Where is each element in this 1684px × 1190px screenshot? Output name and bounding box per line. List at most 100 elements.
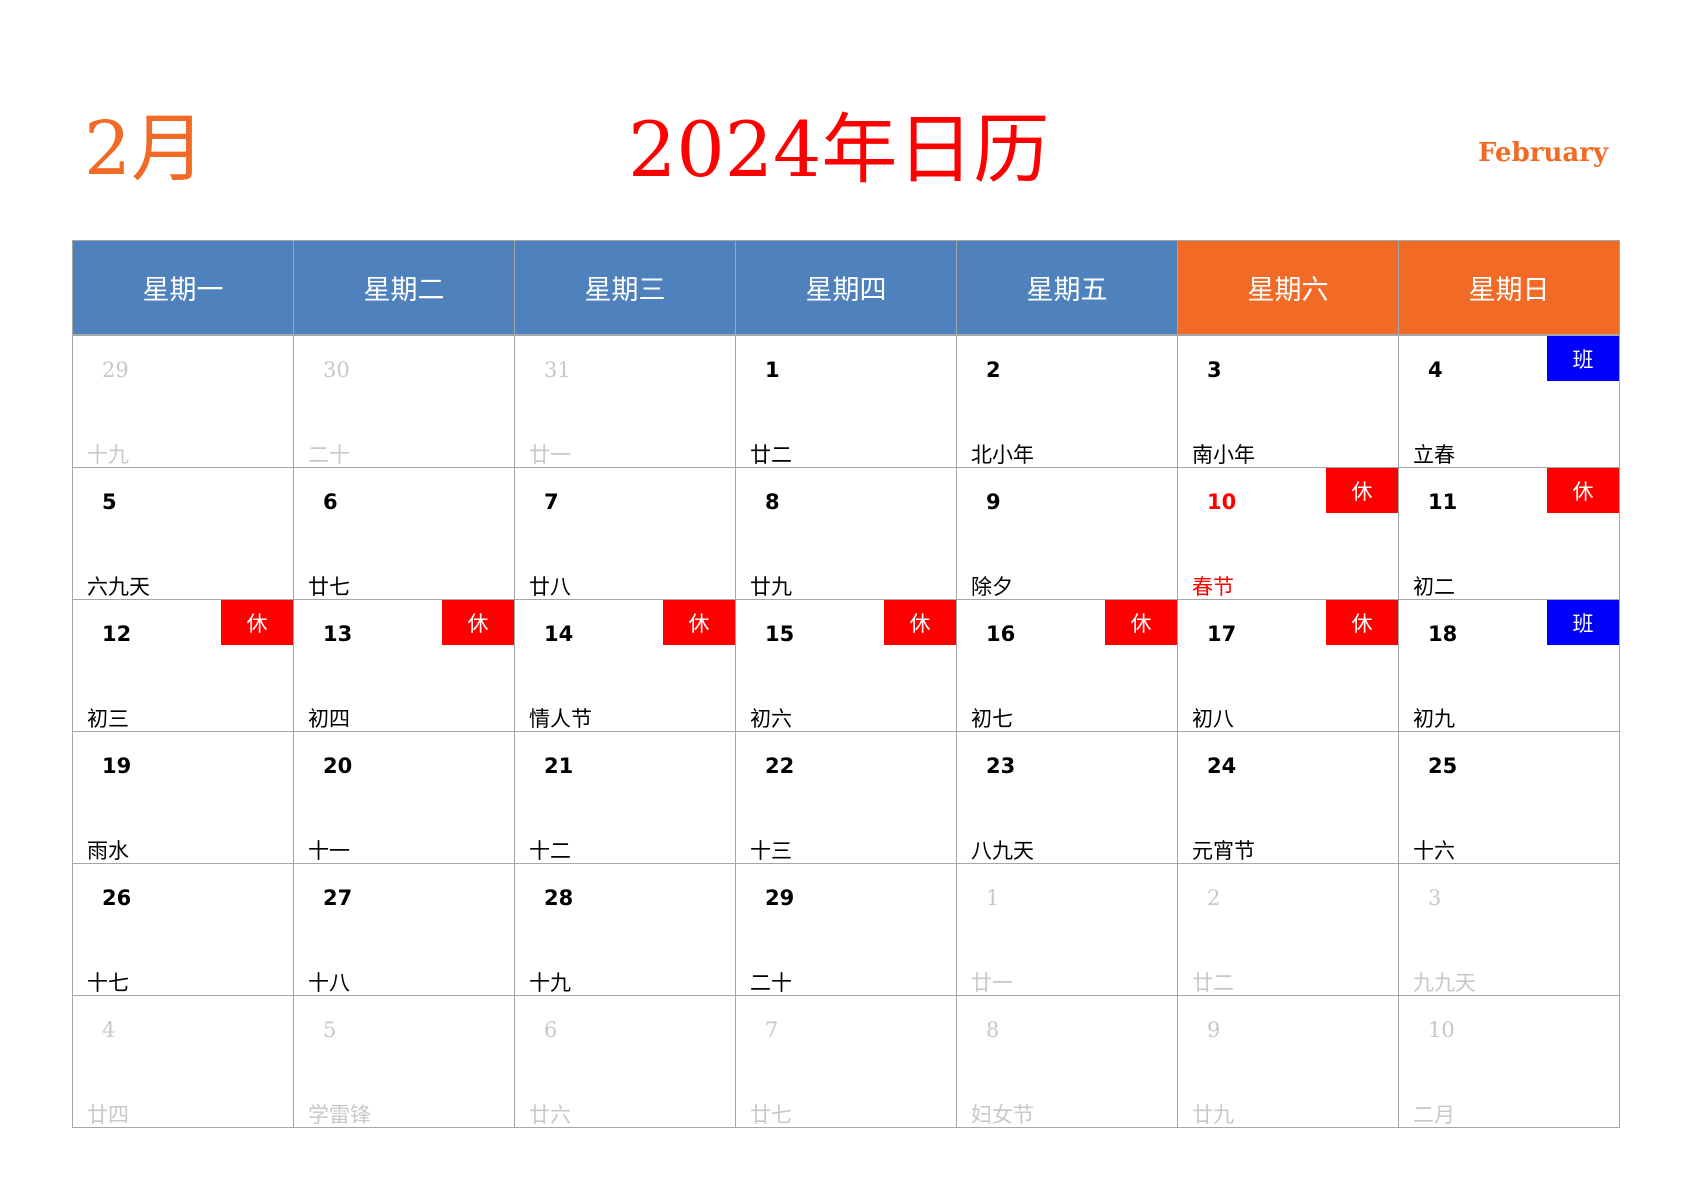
rest-day-badge: 休 — [1326, 600, 1398, 645]
day-cell[interactable]: 15 初六 休 — [736, 600, 957, 732]
day-cell[interactable]: 10 二月 — [1399, 996, 1620, 1128]
lunar-date: 学雷锋 — [308, 1102, 371, 1127]
day-cell[interactable]: 23 八九天 — [957, 732, 1178, 864]
lunar-date: 廿二 — [1192, 970, 1234, 995]
day-cell[interactable]: 17 初八 休 — [1178, 600, 1399, 732]
day-number: 9 — [986, 490, 1001, 514]
lunar-date: 廿九 — [1192, 1102, 1234, 1127]
day-cell[interactable]: 2 北小年 — [957, 336, 1178, 468]
weekday-header-3: 星期三 — [515, 241, 736, 336]
day-cell[interactable]: 22 十三 — [736, 732, 957, 864]
day-cell[interactable]: 27 十八 — [294, 864, 515, 996]
lunar-date: 初四 — [308, 706, 350, 731]
day-cell[interactable]: 9 廿九 — [1178, 996, 1399, 1128]
day-cell[interactable]: 2 廿二 — [1178, 864, 1399, 996]
day-cell[interactable]: 6 廿七 — [294, 468, 515, 600]
day-number: 15 — [765, 622, 795, 646]
day-cell[interactable]: 1 廿一 — [957, 864, 1178, 996]
lunar-date: 廿二 — [750, 442, 792, 467]
day-number: 9 — [1207, 1018, 1221, 1042]
lunar-date: 廿六 — [529, 1102, 571, 1127]
day-cell[interactable]: 30 二十 — [294, 336, 515, 468]
day-number: 2 — [986, 358, 1001, 382]
lunar-date: 九九天 — [1413, 970, 1476, 995]
day-number: 27 — [323, 886, 353, 910]
day-cell[interactable]: 26 十七 — [73, 864, 294, 996]
day-cell[interactable]: 18 初九 班 — [1399, 600, 1620, 732]
day-cell[interactable]: 14 情人节 休 — [515, 600, 736, 732]
day-cell[interactable]: 3 南小年 — [1178, 336, 1399, 468]
day-cell[interactable]: 25 十六 — [1399, 732, 1620, 864]
lunar-date: 十一 — [308, 838, 350, 863]
day-number: 14 — [544, 622, 574, 646]
workday-badge: 班 — [1547, 600, 1619, 645]
day-cell[interactable]: 6 廿六 — [515, 996, 736, 1128]
lunar-date: 廿四 — [87, 1102, 129, 1127]
day-cell[interactable]: 10 春节 休 — [1178, 468, 1399, 600]
lunar-date: 二月 — [1413, 1102, 1455, 1127]
day-number: 25 — [1428, 754, 1458, 778]
day-cell[interactable]: 20 十一 — [294, 732, 515, 864]
lunar-date: 元宵节 — [1192, 838, 1255, 863]
rest-day-badge: 休 — [221, 600, 293, 645]
day-number: 17 — [1207, 622, 1237, 646]
day-cell[interactable]: 29 二十 — [736, 864, 957, 996]
lunar-date: 十七 — [87, 970, 129, 995]
lunar-date: 北小年 — [971, 442, 1034, 467]
day-number: 6 — [323, 490, 338, 514]
day-number: 16 — [986, 622, 1016, 646]
day-cell[interactable]: 1 廿二 — [736, 336, 957, 468]
day-number: 3 — [1428, 886, 1442, 910]
day-number: 29 — [102, 358, 129, 382]
day-number: 10 — [1207, 490, 1237, 514]
day-number: 22 — [765, 754, 795, 778]
day-cell[interactable]: 21 十二 — [515, 732, 736, 864]
day-cell[interactable]: 3 九九天 — [1399, 864, 1620, 996]
day-number: 30 — [323, 358, 350, 382]
lunar-date: 十九 — [87, 442, 129, 467]
day-cell[interactable]: 29 十九 — [73, 336, 294, 468]
day-cell[interactable]: 4 廿四 — [73, 996, 294, 1128]
day-cell[interactable]: 11 初二 休 — [1399, 468, 1620, 600]
day-number: 12 — [102, 622, 132, 646]
lunar-date: 十二 — [529, 838, 571, 863]
weekday-header-2: 星期二 — [294, 241, 515, 336]
lunar-date: 廿一 — [529, 442, 571, 467]
lunar-date: 初九 — [1413, 706, 1455, 731]
weekday-header-7: 星期日 — [1399, 241, 1620, 336]
day-number: 24 — [1207, 754, 1237, 778]
rest-day-badge: 休 — [442, 600, 514, 645]
day-cell[interactable]: 24 元宵节 — [1178, 732, 1399, 864]
day-cell[interactable]: 4 立春 班 — [1399, 336, 1620, 468]
day-cell[interactable]: 8 廿九 — [736, 468, 957, 600]
day-cell[interactable]: 31 廿一 — [515, 336, 736, 468]
lunar-date: 廿一 — [971, 970, 1013, 995]
day-cell[interactable]: 16 初七 休 — [957, 600, 1178, 732]
lunar-date: 情人节 — [529, 706, 592, 731]
day-number: 29 — [765, 886, 795, 910]
day-cell[interactable]: 9 除夕 — [957, 468, 1178, 600]
day-cell[interactable]: 12 初三 休 — [73, 600, 294, 732]
day-cell[interactable]: 13 初四 休 — [294, 600, 515, 732]
lunar-date: 十八 — [308, 970, 350, 995]
day-number: 10 — [1428, 1018, 1455, 1042]
lunar-date: 廿七 — [750, 1102, 792, 1127]
day-cell[interactable]: 7 廿八 — [515, 468, 736, 600]
day-number: 18 — [1428, 622, 1458, 646]
day-cell[interactable]: 19 雨水 — [73, 732, 294, 864]
day-number: 23 — [986, 754, 1016, 778]
weekday-header-row: 星期一 星期二 星期三 星期四 星期五 星期六 星期日 — [73, 241, 1620, 336]
day-cell[interactable]: 5 学雷锋 — [294, 996, 515, 1128]
lunar-date: 初八 — [1192, 706, 1234, 731]
day-cell[interactable]: 7 廿七 — [736, 996, 957, 1128]
day-cell[interactable]: 8 妇女节 — [957, 996, 1178, 1128]
day-number: 21 — [544, 754, 574, 778]
workday-badge: 班 — [1547, 336, 1619, 381]
rest-day-badge: 休 — [1326, 468, 1398, 513]
calendar-body: 29 十九 30 二十 31 廿一 1 廿二 2 北小年 3 南小年 4 立春班 5 六九天 6 廿七 7 廿八 8 廿九… — [73, 336, 1620, 1128]
day-cell[interactable]: 5 六九天 — [73, 468, 294, 600]
calendar-grid: 星期一 星期二 星期三 星期四 星期五 星期六 星期日 29 十九 30 二十 31 廿一 1 廿二 2 北小… — [72, 240, 1620, 1128]
day-number: 4 — [102, 1018, 116, 1042]
day-cell[interactable]: 28 十九 — [515, 864, 736, 996]
lunar-date: 除夕 — [971, 574, 1013, 599]
